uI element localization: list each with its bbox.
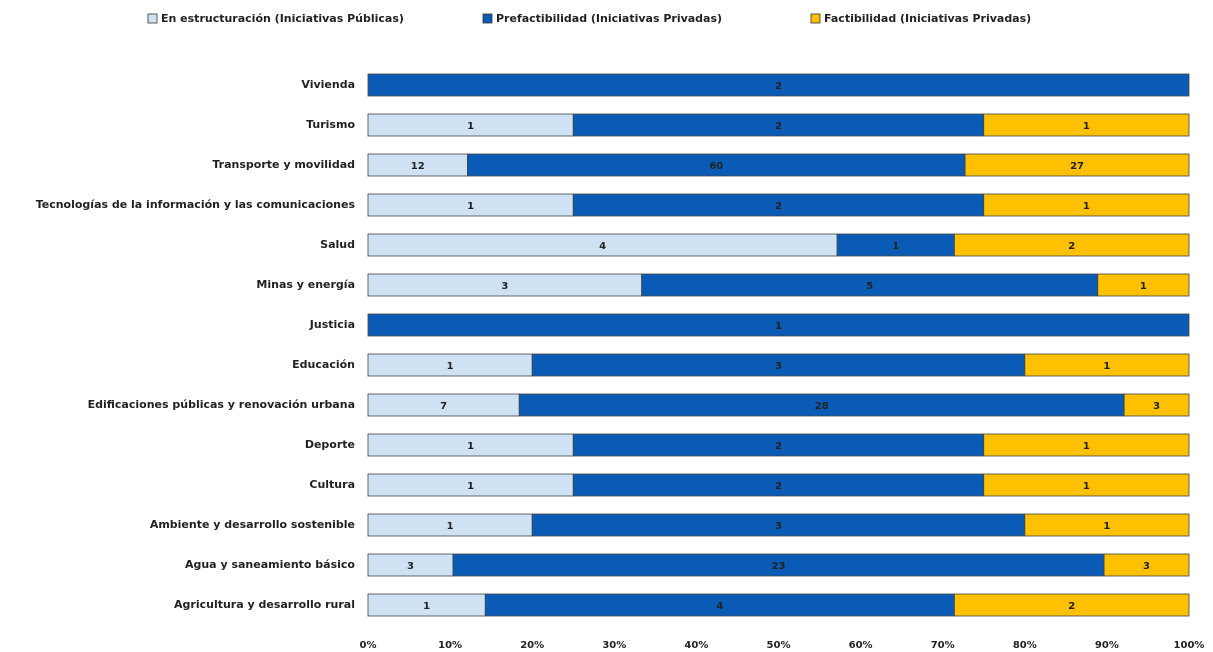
legend-label: Prefactibilidad (Iniciativas Privadas) xyxy=(496,12,722,25)
data-label: 2 xyxy=(775,121,782,132)
y-tick-label: Tecnologías de la información y las comu… xyxy=(36,198,356,211)
data-label: 5 xyxy=(866,281,873,292)
y-tick-label: Ambiente y desarrollo sostenible xyxy=(150,518,355,531)
bar-segment xyxy=(954,593,1190,617)
x-tick-label: 0% xyxy=(360,640,377,651)
legend-swatch xyxy=(482,13,493,24)
data-label: 2 xyxy=(775,81,782,92)
legend-label: Factibilidad (Iniciativas Privadas) xyxy=(824,12,1031,25)
bar-segment xyxy=(983,193,1190,217)
bar-segment xyxy=(983,473,1190,497)
x-tick-label: 40% xyxy=(684,640,708,651)
data-label: 12 xyxy=(411,161,425,172)
legend-label: En estructuración (Iniciativas Públicas) xyxy=(161,12,404,25)
legend-swatch xyxy=(810,13,821,24)
y-tick-label: Cultura xyxy=(309,478,355,491)
y-tick-label: Vivienda xyxy=(301,78,355,91)
y-tick-label: Salud xyxy=(320,238,355,251)
data-label: 1 xyxy=(1140,281,1147,292)
data-label: 1 xyxy=(1103,361,1110,372)
bar-segment xyxy=(1024,353,1190,377)
data-label: 3 xyxy=(775,521,782,532)
x-tick-label: 50% xyxy=(767,640,791,651)
x-tick-label: 10% xyxy=(438,640,462,651)
x-tick-label: 100% xyxy=(1174,640,1205,651)
x-tick-label: 60% xyxy=(849,640,873,651)
y-tick-label: Educación xyxy=(292,358,355,371)
legend-swatch xyxy=(147,13,158,24)
data-label: 4 xyxy=(599,241,606,252)
data-label: 1 xyxy=(447,521,454,532)
x-tick-label: 70% xyxy=(931,640,955,651)
bar-segment xyxy=(1123,393,1190,417)
y-tick-label: Agua y saneamiento básico xyxy=(185,558,355,571)
data-label: 1 xyxy=(467,441,474,452)
x-tick-label: 80% xyxy=(1013,640,1037,651)
bar-segment xyxy=(983,433,1190,457)
data-label: 28 xyxy=(815,401,829,412)
y-tick-label: Deporte xyxy=(305,438,355,451)
x-tick-label: 90% xyxy=(1095,640,1119,651)
x-tick-label: 20% xyxy=(520,640,544,651)
y-tick-label: Transporte y movilidad xyxy=(212,158,355,171)
data-label: 2 xyxy=(1068,601,1075,612)
y-tick-label: Turismo xyxy=(306,118,355,131)
data-label: 2 xyxy=(775,481,782,492)
data-label: 1 xyxy=(447,361,454,372)
y-tick-label: Minas y energía xyxy=(256,278,355,291)
data-label: 1 xyxy=(1083,121,1090,132)
data-label: 3 xyxy=(407,561,414,572)
data-label: 1 xyxy=(1083,481,1090,492)
bar-segment xyxy=(367,313,1190,337)
data-label: 4 xyxy=(716,601,723,612)
data-label: 1 xyxy=(775,321,782,332)
data-label: 1 xyxy=(1083,201,1090,212)
bar-segment xyxy=(1097,273,1190,297)
data-label: 23 xyxy=(772,561,786,572)
data-label: 1 xyxy=(423,601,430,612)
bar-segment xyxy=(1024,513,1190,537)
x-tick-label: 30% xyxy=(602,640,626,651)
data-label: 27 xyxy=(1070,161,1084,172)
data-label: 1 xyxy=(1103,521,1110,532)
y-tick-label: Edificaciones públicas y renovación urba… xyxy=(88,398,355,411)
data-label: 2 xyxy=(775,201,782,212)
data-label: 3 xyxy=(1143,561,1150,572)
data-label: 3 xyxy=(501,281,508,292)
data-label: 1 xyxy=(467,481,474,492)
data-label: 7 xyxy=(440,401,447,412)
y-tick-label: Justicia xyxy=(309,318,355,331)
bar-segment xyxy=(367,73,1190,97)
data-label: 2 xyxy=(1068,241,1075,252)
data-label: 1 xyxy=(467,201,474,212)
data-label: 60 xyxy=(709,161,723,172)
data-label: 3 xyxy=(1153,401,1160,412)
data-label: 2 xyxy=(775,441,782,452)
bar-segment xyxy=(983,113,1190,137)
y-tick-label: Agricultura y desarrollo rural xyxy=(174,598,355,611)
data-label: 1 xyxy=(892,241,899,252)
bar-segment xyxy=(954,233,1190,257)
data-label: 1 xyxy=(467,121,474,132)
bar-segment xyxy=(1103,553,1190,577)
bar-segment xyxy=(964,153,1190,177)
data-label: 3 xyxy=(775,361,782,372)
data-label: 1 xyxy=(1083,441,1090,452)
